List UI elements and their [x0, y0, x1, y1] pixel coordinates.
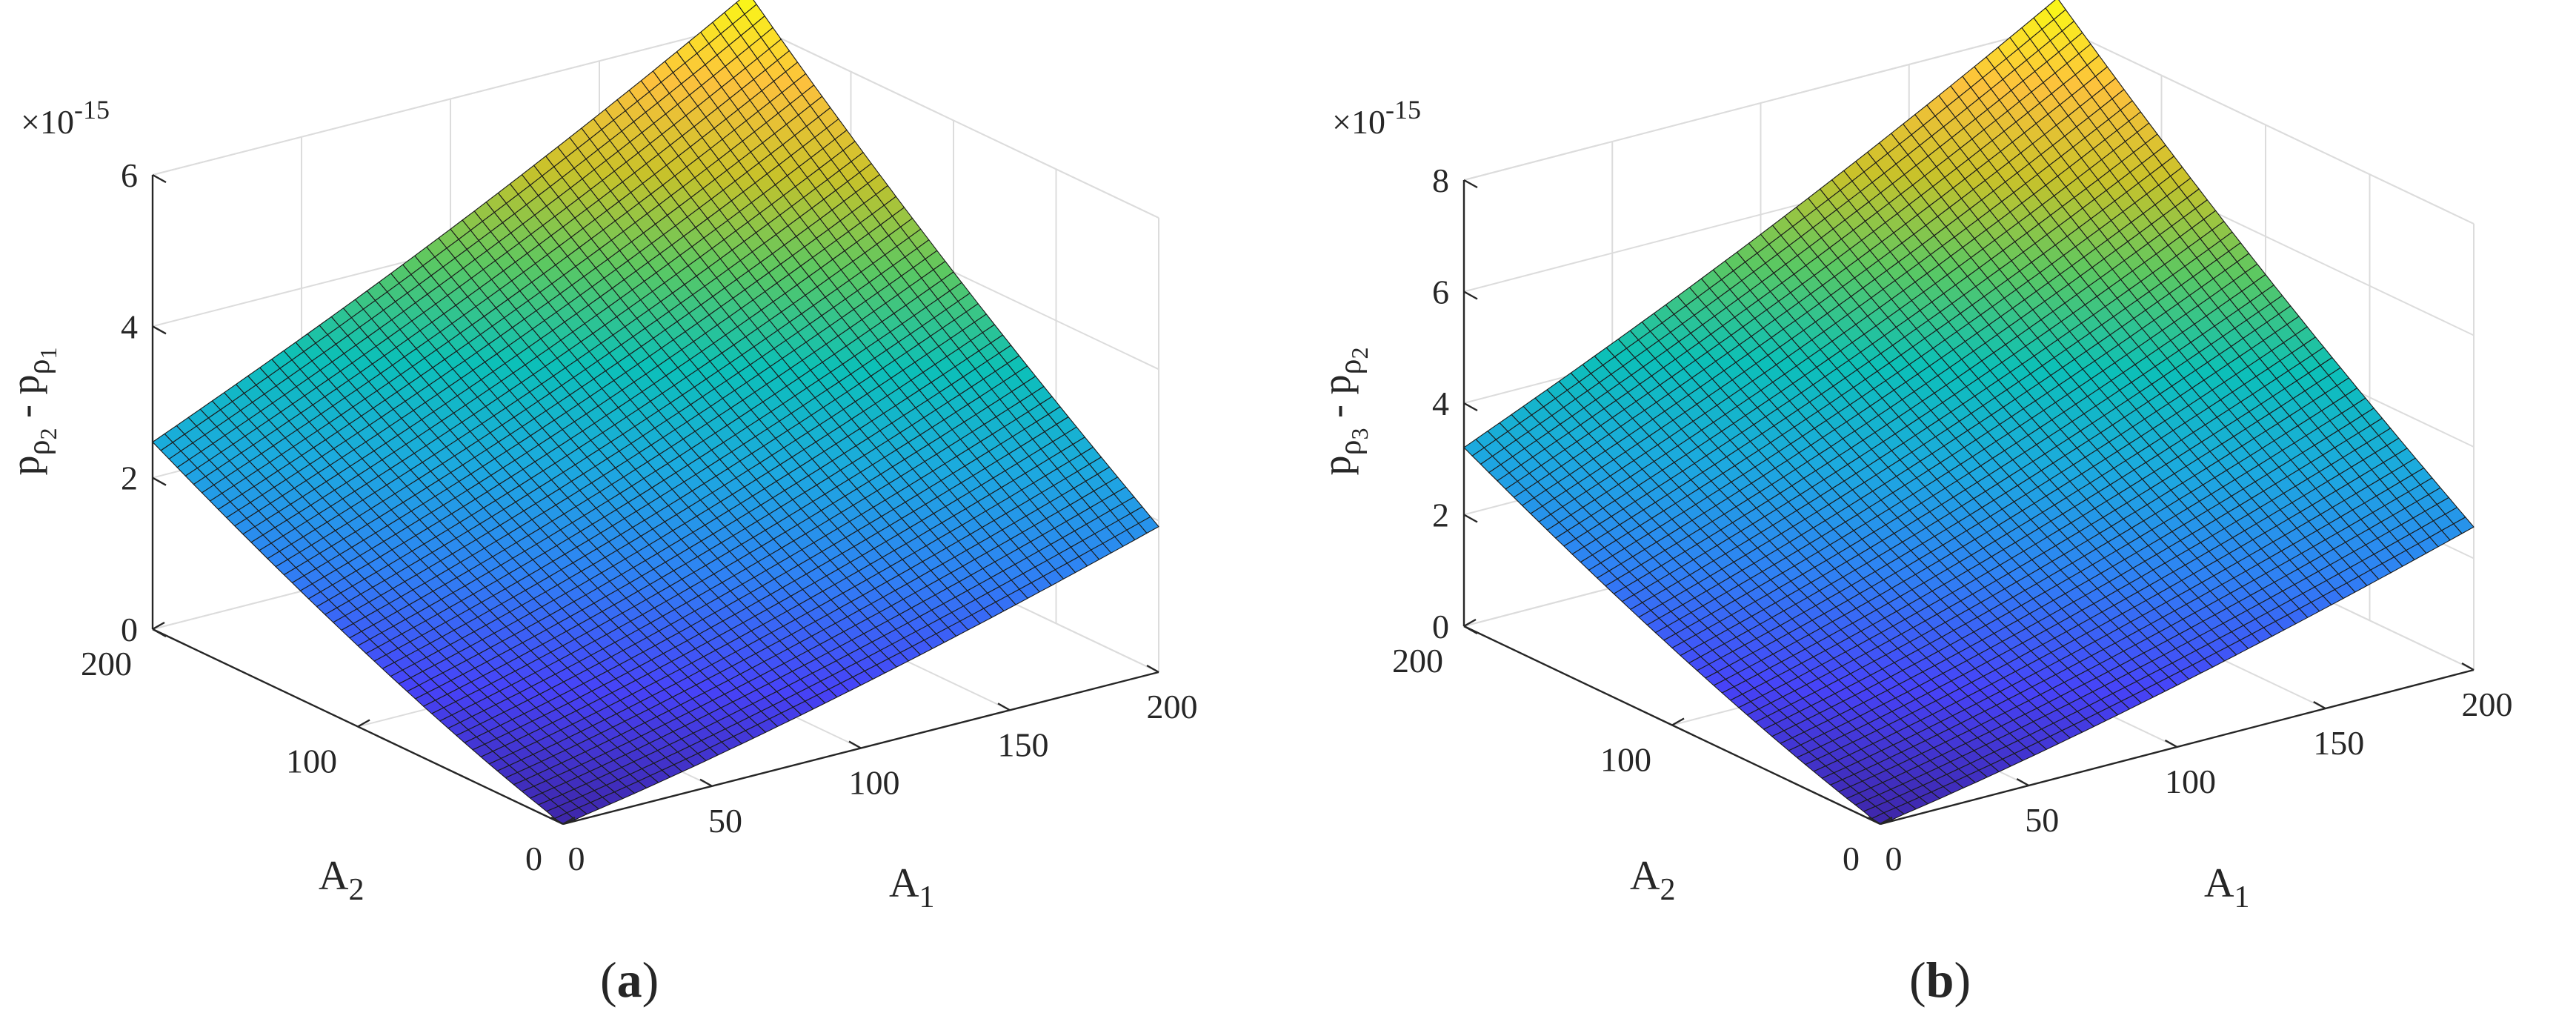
x-tick-label: 50: [708, 802, 742, 840]
surface: [152, 0, 1159, 825]
x-tick: [699, 778, 713, 787]
y-axis-label: A2: [319, 853, 364, 907]
x-tick: [997, 703, 1011, 711]
y-tick: [562, 816, 576, 826]
x-tick-label: 0: [568, 840, 585, 877]
x-tick: [1146, 664, 1159, 674]
z-tick-label: 6: [121, 156, 138, 194]
z-axis-label: pρ2 - pρ1: [3, 348, 61, 476]
z-tick: [152, 628, 167, 638]
z-tick-label: 2: [121, 459, 138, 497]
z-tick: [152, 477, 167, 486]
z-tick-label: 4: [121, 308, 138, 345]
z-tick: [152, 325, 167, 335]
y-tick: [152, 621, 165, 631]
x-tick-label: 200: [1147, 688, 1198, 725]
x-tick: [848, 740, 862, 749]
y-tick: [357, 719, 370, 728]
z-exponent-label: ×10-15: [21, 95, 110, 141]
x-tick-label: 100: [849, 764, 900, 802]
z-tick: [152, 173, 167, 184]
y-tick-label: 200: [81, 645, 132, 683]
y-tick-label: 100: [286, 743, 337, 780]
surface: [1463, 0, 2475, 825]
x-tick: [550, 816, 564, 826]
x-axis-label: A1: [889, 860, 934, 914]
y-tick-label: 0: [525, 840, 542, 877]
x-tick-label: 150: [998, 725, 1049, 763]
z-tick-label: 0: [121, 611, 138, 648]
panel-label: (a): [600, 952, 659, 1008]
